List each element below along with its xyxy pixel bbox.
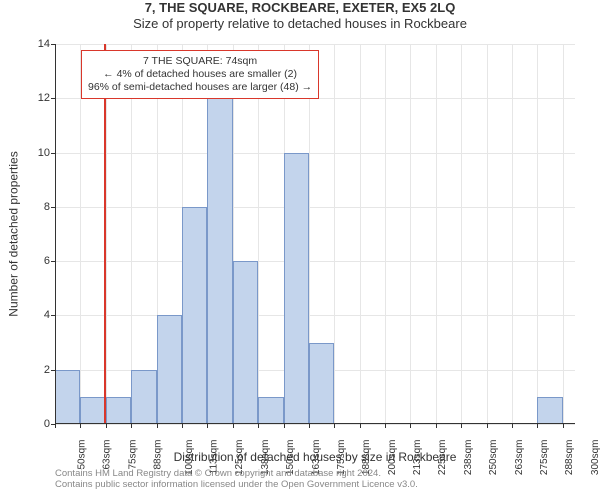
y-tick-label: 14 (20, 38, 50, 50)
x-axis-label: Distribution of detached houses by size … (55, 450, 575, 464)
histogram-bar (309, 343, 334, 424)
grid-line-vertical (512, 44, 513, 424)
grid-line-vertical (334, 44, 335, 424)
grid-line-vertical (563, 44, 564, 424)
x-tick-mark (461, 424, 462, 428)
chart-footer: Contains HM Land Registry data © Crown c… (55, 468, 575, 491)
x-tick-mark (385, 424, 386, 428)
x-tick-mark (487, 424, 488, 428)
grid-line-horizontal (55, 424, 575, 425)
x-tick-mark (106, 424, 107, 428)
x-tick-mark (207, 424, 208, 428)
x-tick-mark (537, 424, 538, 428)
grid-line-vertical (106, 44, 107, 424)
y-tick-label: 6 (20, 255, 50, 267)
histogram-bar (182, 207, 207, 424)
histogram-bar (106, 397, 131, 424)
y-tick-label: 0 (20, 418, 50, 430)
grid-line-horizontal (55, 153, 575, 154)
chart-container: 7, THE SQUARE, ROCKBEARE, EXETER, EX5 2L… (0, 0, 600, 500)
y-axis-line (55, 44, 56, 424)
grid-line-vertical (410, 44, 411, 424)
y-tick-label: 4 (20, 309, 50, 321)
histogram-bar (157, 315, 182, 424)
footer-line-1: Contains HM Land Registry data © Crown c… (55, 468, 575, 479)
x-tick-mark (258, 424, 259, 428)
y-tick-label: 12 (20, 92, 50, 104)
grid-line-vertical (436, 44, 437, 424)
grid-line-vertical (385, 44, 386, 424)
x-tick-mark (55, 424, 56, 428)
x-tick-mark (182, 424, 183, 428)
histogram-bar (537, 397, 562, 424)
histogram-bar (284, 153, 309, 424)
grid-line-vertical (461, 44, 462, 424)
annotation-line: 7 THE SQUARE: 74sqm (88, 55, 312, 68)
x-tick-mark (334, 424, 335, 428)
grid-line-horizontal (55, 44, 575, 45)
x-tick-mark (309, 424, 310, 428)
y-tick-label: 10 (20, 147, 50, 159)
annotation-line: ← 4% of detached houses are smaller (2) (88, 68, 312, 81)
annotation-box: 7 THE SQUARE: 74sqm← 4% of detached hous… (81, 50, 319, 99)
chart-subtitle: Size of property relative to detached ho… (0, 16, 600, 32)
grid-line-horizontal (55, 207, 575, 208)
histogram-bar (80, 397, 105, 424)
x-axis-line (55, 423, 575, 424)
y-tick-label: 8 (20, 201, 50, 213)
histogram-bar (131, 370, 156, 424)
grid-line-vertical (80, 44, 81, 424)
grid-line-horizontal (55, 261, 575, 262)
x-tick-mark (410, 424, 411, 428)
y-tick-label: 2 (20, 364, 50, 376)
x-tick-mark (563, 424, 564, 428)
x-tick-mark (131, 424, 132, 428)
grid-line-vertical (360, 44, 361, 424)
x-tick-mark (80, 424, 81, 428)
grid-line-vertical (258, 44, 259, 424)
grid-line-vertical (537, 44, 538, 424)
property-marker-line (104, 44, 106, 424)
plot-wrap: 50sqm63sqm75sqm88sqm100sqm113sqm125sqm13… (55, 44, 575, 424)
x-tick-mark (284, 424, 285, 428)
histogram-bar (233, 261, 258, 424)
chart-title: 7, THE SQUARE, ROCKBEARE, EXETER, EX5 2L… (0, 0, 600, 16)
histogram-bar (258, 397, 283, 424)
x-tick-mark (233, 424, 234, 428)
footer-line-2: Contains public sector information licen… (55, 479, 575, 490)
x-tick-label: 300sqm (590, 440, 600, 476)
grid-line-vertical (131, 44, 132, 424)
annotation-line: 96% of semi-detached houses are larger (… (88, 81, 312, 94)
x-tick-mark (512, 424, 513, 428)
x-tick-mark (360, 424, 361, 428)
x-tick-mark (157, 424, 158, 428)
x-tick-mark (436, 424, 437, 428)
histogram-bar (55, 370, 80, 424)
grid-line-vertical (487, 44, 488, 424)
grid-line-horizontal (55, 315, 575, 316)
histogram-bar (207, 98, 232, 424)
plot-area: 50sqm63sqm75sqm88sqm100sqm113sqm125sqm13… (55, 44, 575, 424)
